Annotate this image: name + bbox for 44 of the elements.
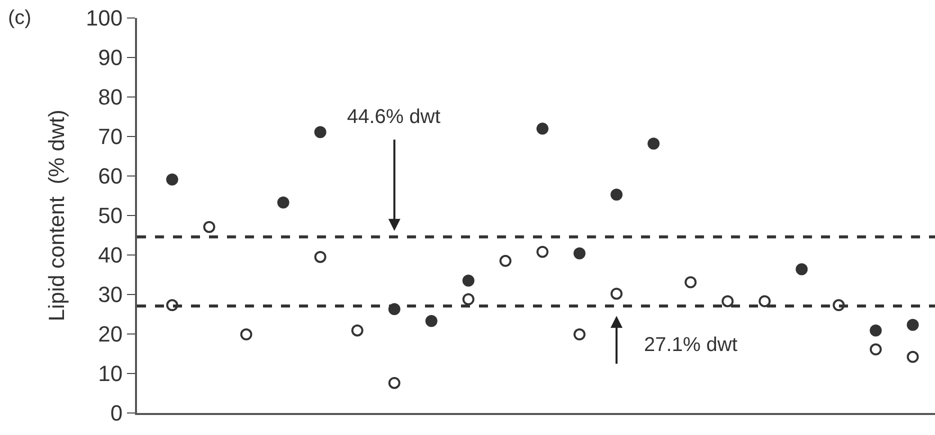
y-axis-title: Lipid content (% dwt) (44, 110, 70, 322)
point (906, 318, 919, 331)
point (166, 299, 178, 312)
point (574, 328, 586, 340)
y-tick-label: 70 (98, 124, 123, 150)
y-tick-label: 0 (110, 400, 123, 426)
point (870, 324, 882, 336)
point (499, 254, 512, 267)
point (277, 196, 290, 208)
y-tick-label: 100 (86, 6, 123, 31)
point (240, 328, 252, 340)
y-tick-label: 20 (98, 322, 123, 347)
y-tick-label: 80 (98, 84, 123, 110)
point (610, 288, 623, 300)
point (536, 122, 548, 135)
y-tick-label: 60 (98, 164, 123, 189)
ref-line-label: 27.1% dwt (644, 334, 738, 356)
ref-line-label: 44.6% dwt (347, 106, 441, 128)
text: (c) (8, 7, 32, 29)
point (166, 174, 178, 186)
point (832, 299, 845, 312)
point (648, 138, 660, 150)
point (870, 343, 882, 356)
point (684, 276, 697, 288)
point (536, 246, 548, 258)
point (610, 188, 623, 201)
y-tick-label: 50 (98, 203, 123, 228)
point (388, 376, 400, 389)
point (314, 126, 326, 138)
y-tick-label: 90 (98, 45, 123, 70)
point (462, 293, 474, 306)
point (351, 324, 364, 336)
point (722, 295, 734, 308)
point (758, 295, 771, 308)
point (574, 247, 586, 260)
point (314, 250, 326, 263)
y-tick-label: 10 (98, 361, 123, 386)
point (462, 274, 474, 287)
point (425, 314, 438, 327)
y-tick-label: 30 (98, 282, 123, 308)
point (203, 220, 216, 233)
point (796, 263, 808, 276)
y-tick-label: 40 (98, 242, 123, 268)
point (906, 350, 919, 363)
